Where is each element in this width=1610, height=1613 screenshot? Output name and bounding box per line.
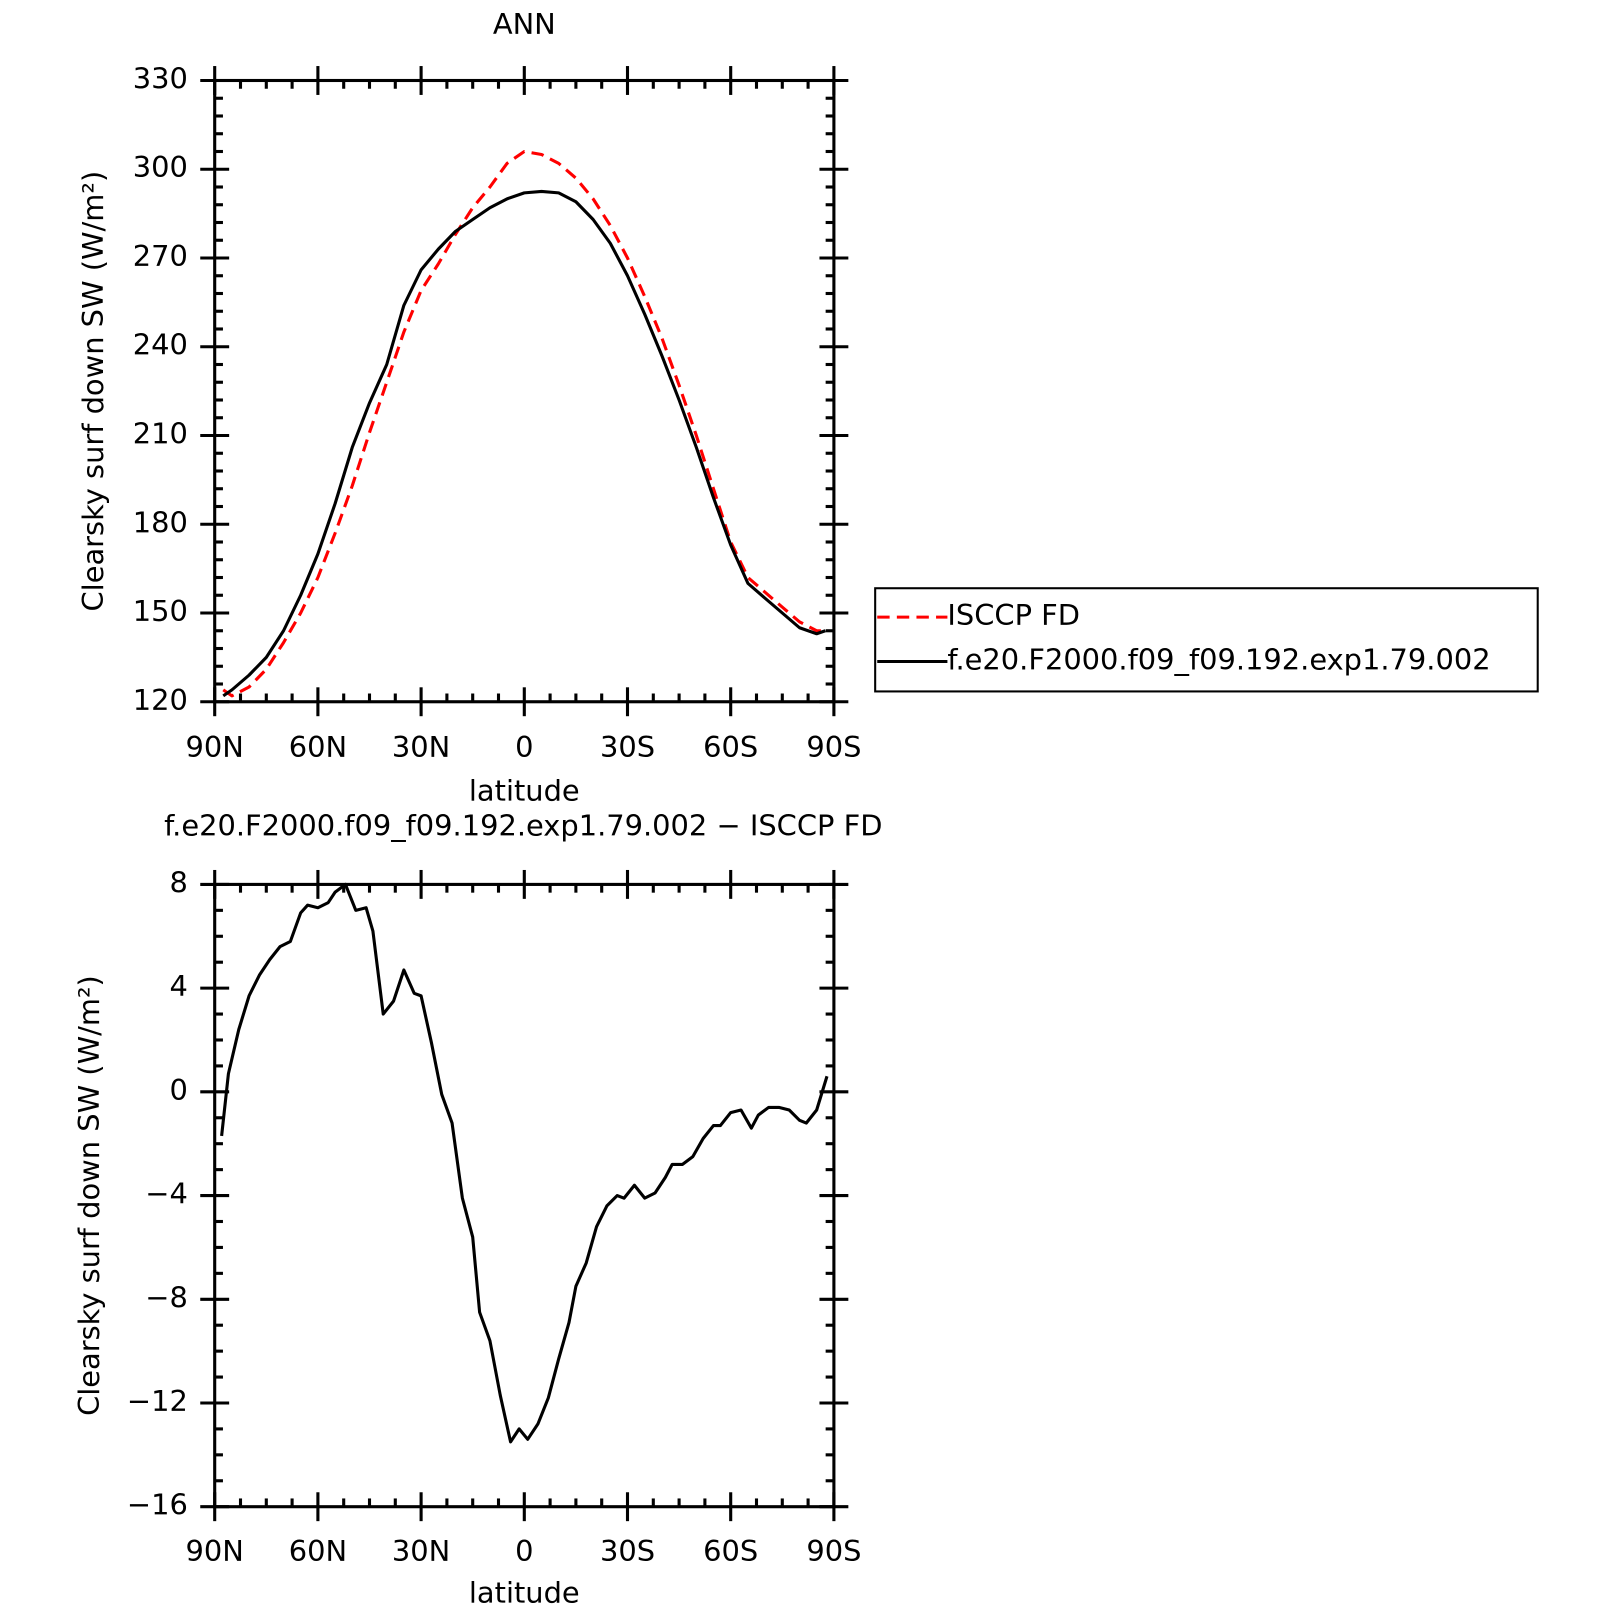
x-tick-label: 90N	[186, 1534, 244, 1568]
x-axis-label: latitude	[469, 1575, 580, 1609]
y-axis-label: Clearsky surf down SW (W/m²)	[72, 975, 106, 1416]
y-tick-label: 4	[169, 969, 187, 1003]
legend-label: ISCCP FD	[947, 598, 1080, 632]
data-line	[222, 149, 826, 698]
chart: f.e20.F2000.f09_f09.192.exp1.79.002 − IS…	[72, 809, 883, 1610]
y-axis-label: Clearsky surf down SW (W/m²)	[76, 171, 110, 612]
x-tick-label: 60S	[703, 730, 758, 764]
x-tick-label: 30N	[392, 1534, 450, 1568]
chart: ANN latitude Clearsky surf down SW (W/m²) 1…	[76, 7, 1539, 808]
y-tick-label: −12	[127, 1384, 188, 1418]
x-axis-label: latitude	[469, 774, 580, 808]
legend-label: f.e20.F2000.f09_f09.192.exp1.79.002	[947, 643, 1490, 677]
x-tick-label: 60N	[289, 1534, 347, 1568]
legend-box	[874, 587, 1539, 693]
y-tick-label: 180	[133, 505, 188, 539]
legend: ISCCP FD f.e20.F2000.f09_f09.192.exp1.79.…	[874, 587, 1539, 693]
y-tick-label: −16	[127, 1488, 188, 1522]
y-tick-label: 210	[133, 416, 188, 450]
x-tick-label: 90N	[186, 730, 244, 764]
x-tick-label: 60S	[703, 1534, 758, 1568]
y-tick-label: −4	[145, 1177, 188, 1211]
y-tick-label: 240	[133, 328, 188, 362]
plot-frame	[213, 882, 836, 1509]
chart-title: ANN	[493, 7, 556, 41]
y-tick-label: 300	[133, 150, 188, 184]
x-tick-label: 30S	[600, 730, 655, 764]
chart-title: f.e20.F2000.f09_f09.192.exp1.79.002 − IS…	[164, 809, 882, 843]
x-tick-label: 30N	[392, 730, 450, 764]
data-line	[220, 882, 829, 1444]
x-tick-label: 60N	[289, 730, 347, 764]
data-line	[222, 189, 826, 698]
plot-frame	[213, 78, 836, 704]
x-tick-label: 30S	[600, 1534, 655, 1568]
y-tick-label: 8	[169, 865, 187, 899]
y-tick-label: −8	[145, 1280, 188, 1314]
x-tick-label: 0	[515, 730, 533, 764]
y-tick-label: 120	[133, 683, 188, 717]
y-tick-label: 150	[133, 594, 188, 628]
y-tick-label: 270	[133, 239, 188, 273]
x-tick-label: 90S	[806, 730, 861, 764]
x-tick-label: 0	[515, 1534, 533, 1568]
x-tick-label: 90S	[806, 1534, 861, 1568]
y-tick-label: 330	[133, 61, 188, 95]
y-tick-label: 0	[169, 1073, 187, 1107]
